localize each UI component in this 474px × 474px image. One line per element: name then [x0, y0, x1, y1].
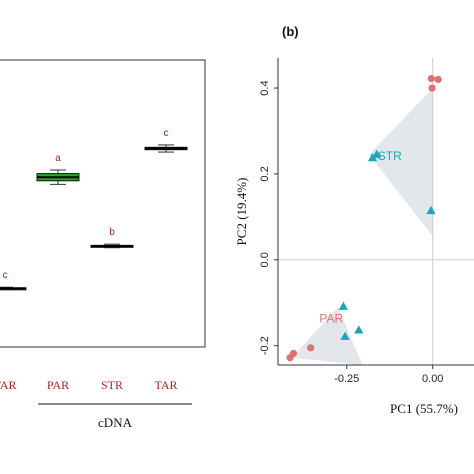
x-tick-label: -0.25: [334, 373, 359, 385]
panel-b-pca-scatter: (b) -0.2 0.0 0.2 0.4 -0.25 0.00 PC2 (19.4%) PC1 …: [234, 24, 474, 416]
plot-frame: [0, 59, 206, 348]
x-axis-title: PC1 (55.7%): [390, 401, 458, 416]
x-tick-label: TAR: [0, 378, 17, 392]
significance-letter: c: [3, 270, 8, 281]
point-par: [307, 344, 315, 352]
group-label-str: STR: [378, 149, 402, 163]
significance-letter: a: [55, 153, 61, 164]
y-tick-label: 0.4: [259, 80, 271, 95]
point-str: [338, 301, 348, 310]
y-axis-title: PC2 (19.4%): [234, 178, 249, 246]
significance-letter: b: [109, 227, 115, 238]
group-label: cDNA: [98, 415, 133, 430]
y-tick-label: 0.0: [259, 252, 271, 267]
point-str: [340, 331, 350, 340]
x-tick-label: TAR: [154, 378, 177, 392]
point-str: [372, 149, 382, 158]
y-tick-label: -0.2: [259, 336, 271, 355]
panel-a-boxplot: c a b c TAR PAR STR TAR cDNA: [0, 59, 206, 430]
x-tick-label: 0.00: [422, 373, 443, 385]
point-par: [289, 349, 298, 358]
significance-letter: c: [164, 128, 169, 139]
point-str: [354, 325, 364, 334]
group-label-par: PAR: [319, 312, 343, 326]
hull-str: [369, 88, 433, 237]
point-par: [428, 84, 436, 92]
x-tick-label: STR: [101, 378, 123, 392]
x-tick-label: PAR: [47, 378, 69, 392]
point-str: [426, 205, 436, 215]
point-par: [427, 75, 435, 83]
point-par: [434, 75, 442, 84]
panel-tag: (b): [282, 24, 299, 39]
y-tick-label: 0.2: [259, 166, 271, 181]
